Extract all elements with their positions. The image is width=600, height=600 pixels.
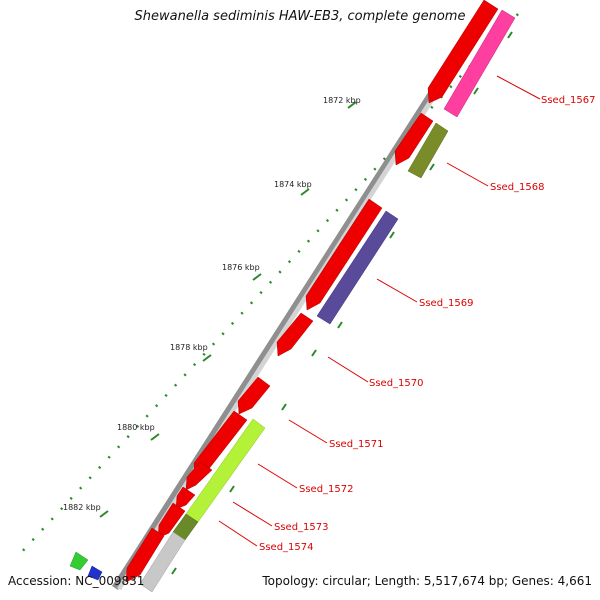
- gene-arrow-forward[interactable]: [276, 312, 314, 357]
- gene-arrow-forward[interactable]: [125, 527, 165, 583]
- tick-mark: [300, 188, 310, 196]
- gene-arrow-forward[interactable]: [427, 0, 499, 104]
- gene-label-ssed-1568[interactable]: Ssed_1568: [490, 182, 545, 193]
- gene-bar-ssed-1568[interactable]: [407, 122, 449, 179]
- gene-bar-ssed-1569[interactable]: [316, 210, 399, 325]
- colored-gene-bars: [69, 9, 516, 593]
- tick-mark: [99, 510, 109, 518]
- inner-tick: [429, 163, 435, 171]
- leader-line: [376, 278, 418, 303]
- gene-bar-green-small[interactable]: [69, 551, 89, 571]
- tick-label: 1876 kbp: [222, 263, 260, 272]
- gene-label-ssed-1574[interactable]: Ssed_1574: [259, 542, 314, 553]
- gene-arrow-forward[interactable]: [394, 112, 434, 166]
- gene-arrow-forward[interactable]: [175, 486, 196, 510]
- gene-label-ssed-1573[interactable]: Ssed_1573: [274, 522, 329, 533]
- inner-tick: [473, 87, 479, 95]
- tick-label: 1880 kbp: [117, 423, 155, 432]
- gene-label-ssed-1571[interactable]: Ssed_1571: [329, 439, 384, 450]
- tick-label: 1882 kbp: [63, 503, 101, 512]
- gene-labels: Ssed_1567 Ssed_1568 Ssed_1569 Ssed_1570 …: [259, 95, 596, 553]
- inner-tick: [229, 485, 235, 493]
- gene-label-ssed-1570[interactable]: Ssed_1570: [369, 378, 424, 389]
- gene-label-ssed-1567[interactable]: Ssed_1567: [541, 95, 596, 106]
- leader-line: [218, 520, 258, 547]
- tick-mark: [202, 354, 212, 362]
- inner-tick: [337, 321, 343, 329]
- leader-line: [232, 501, 273, 527]
- leader-line: [257, 463, 298, 489]
- forward-strand-genes: [125, 0, 499, 583]
- inner-ticks: [171, 31, 513, 575]
- leader-line: [327, 356, 369, 383]
- inner-tick: [311, 349, 317, 357]
- tick-label: 1874 kbp: [274, 180, 312, 189]
- inner-tick: [389, 231, 395, 239]
- gene-label-ssed-1569[interactable]: Ssed_1569: [419, 298, 474, 309]
- tick-label: 1878 kbp: [170, 343, 208, 352]
- gene-arrow-forward[interactable]: [305, 198, 383, 311]
- tick-labels: 1872 kbp 1874 kbp 1876 kbp 1878 kbp 1880…: [63, 96, 361, 512]
- accession-text: Accession: NC_009831: [8, 574, 145, 588]
- leader-line: [446, 162, 489, 187]
- inner-tick: [281, 403, 287, 411]
- tick-mark: [252, 273, 262, 281]
- tick-label: 1872 kbp: [323, 96, 361, 105]
- gene-arrow-forward[interactable]: [185, 461, 213, 491]
- map-title: Shewanella sediminis HAW-EB3, complete g…: [134, 9, 466, 24]
- inner-tick: [507, 31, 513, 39]
- gene-bar-ssed-1567[interactable]: [443, 9, 516, 118]
- gene-bar-blue-small[interactable]: [87, 565, 103, 581]
- genome-stats-text: Topology: circular; Length: 5,517,674 bp…: [262, 574, 592, 588]
- leader-line: [496, 75, 541, 100]
- tick-mark: [150, 433, 160, 441]
- inner-tick: [171, 567, 177, 575]
- scale-ticks: [99, 101, 357, 518]
- tick-mark: [347, 101, 357, 109]
- gene-bar-grey[interactable]: [139, 531, 186, 593]
- label-leader-lines: [218, 75, 541, 547]
- gene-arrow-forward[interactable]: [237, 376, 271, 415]
- leader-line: [288, 419, 328, 444]
- gene-label-ssed-1572[interactable]: Ssed_1572: [299, 484, 354, 495]
